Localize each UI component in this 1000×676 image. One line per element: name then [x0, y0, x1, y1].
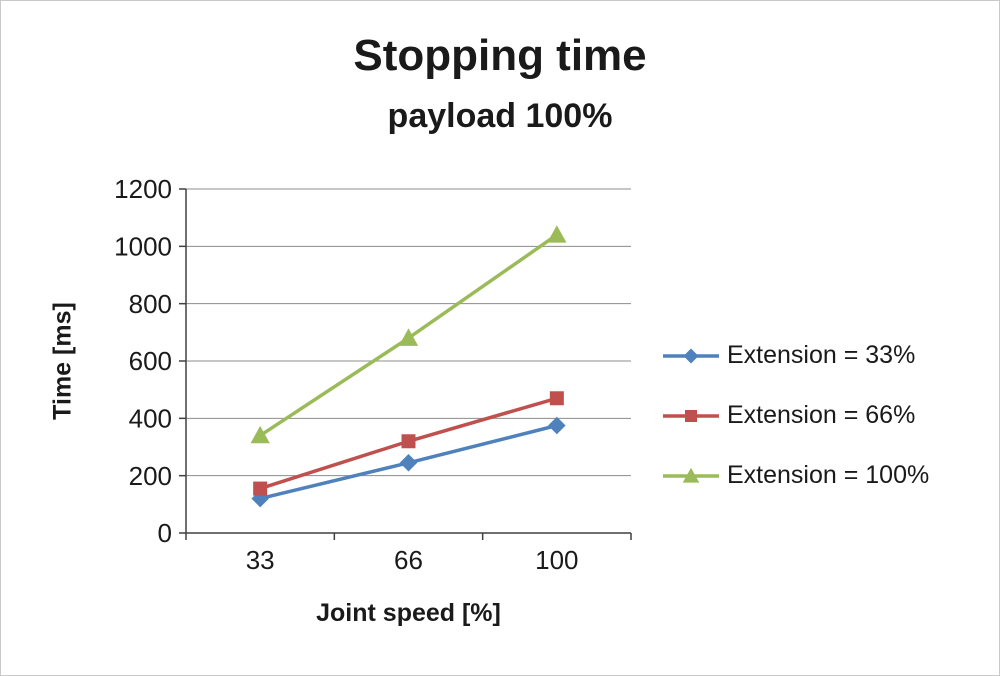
y-tick-label: 600 [129, 346, 172, 376]
legend: Extension = 33% Extension = 66% Extension … [663, 341, 929, 490]
y-tick-label: 0 [158, 518, 172, 548]
x-axis-title: Joint speed [%] [316, 599, 501, 627]
triangle-marker-icon [547, 225, 567, 243]
diamond-marker-icon [683, 348, 699, 363]
square-marker-icon [685, 409, 697, 422]
y-tick-label: 800 [129, 289, 172, 319]
legend-key [663, 348, 719, 363]
legend-key [663, 467, 719, 483]
x-tick-label: 66 [394, 545, 423, 575]
chart-title: Stopping time [353, 31, 647, 80]
legend-label: Extension = 66% [727, 401, 916, 429]
square-marker-icon [253, 481, 268, 496]
y-tick-label: 200 [129, 461, 172, 491]
y-tick-label: 1200 [114, 174, 172, 204]
triangle-marker-icon [398, 328, 419, 346]
legend-key [663, 409, 719, 422]
chart-subtitle: payload 100% [387, 97, 613, 135]
y-tick-label: 1000 [114, 231, 172, 261]
diamond-marker-icon [548, 416, 566, 435]
y-tick-label: 400 [129, 403, 172, 433]
triangle-marker-icon [682, 467, 700, 483]
legend-item: Extension = 100% [663, 461, 929, 490]
legend-label: Extension = 33% [727, 341, 916, 369]
diamond-marker-icon [399, 454, 418, 472]
x-tick-label: 100 [535, 545, 578, 575]
square-marker-icon [401, 434, 416, 449]
legend-item: Extension = 66% [663, 401, 929, 430]
legend-item: Extension = 33% [663, 341, 929, 370]
legend-label: Extension = 100% [727, 461, 930, 489]
x-tick-label: 33 [246, 545, 275, 575]
triangle-marker-icon [250, 425, 270, 444]
y-axis-title: Time [ms] [48, 302, 77, 420]
square-marker-icon [549, 391, 564, 406]
